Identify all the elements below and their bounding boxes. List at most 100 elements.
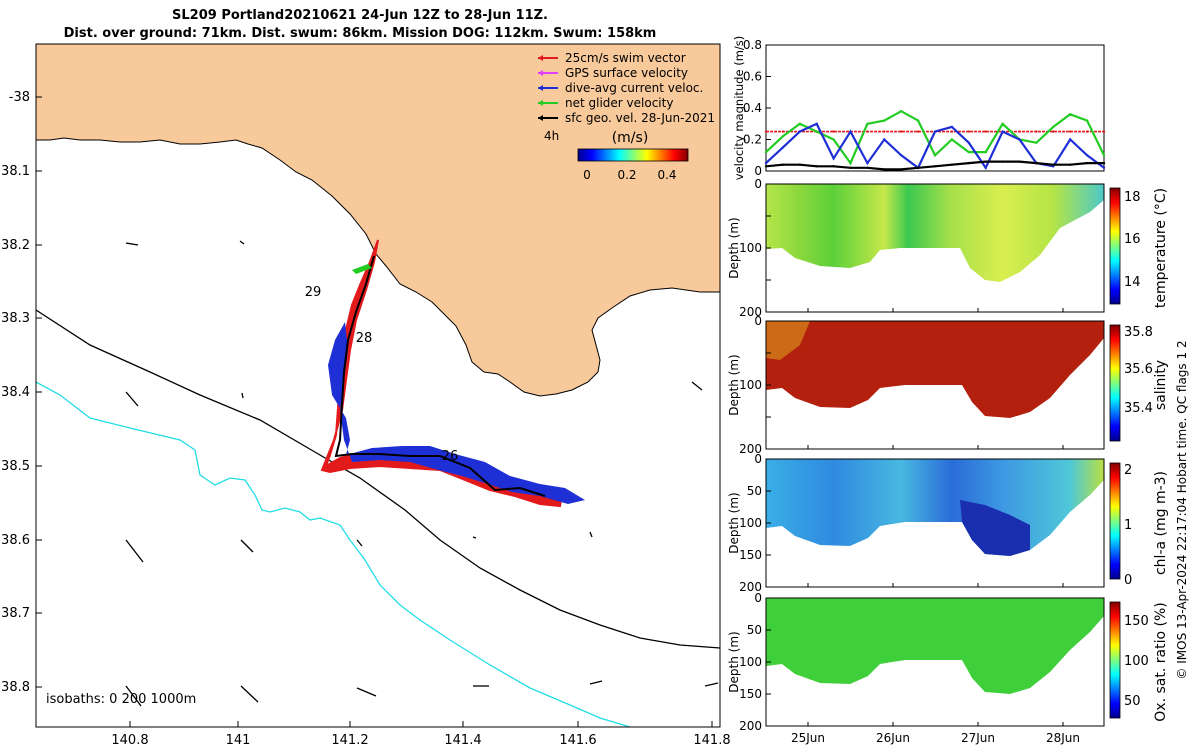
depth-tick-label: 100: [739, 378, 762, 392]
salinity-panel: 35.8 35.6 35.4 salinity Depth (m): [727, 320, 1169, 450]
velocity-point: [798, 130, 801, 133]
lon-tick-label: 141.6: [559, 733, 596, 748]
velocity-point: [1102, 166, 1106, 169]
velocity-panel: 0 0.2 0.4 0.6 0.8 velocity magnitude (m/s): [732, 36, 1106, 181]
velocity-point: [950, 125, 954, 129]
chart-title-line2: Dist. over ground: 71km. Dist. swum: 86k…: [63, 26, 657, 41]
velocity-point: [984, 130, 987, 133]
depth-tick-label: 0: [754, 314, 762, 328]
oxygen-colorbar: [1109, 601, 1121, 719]
speed-colorbar: [577, 148, 689, 162]
velocity-tick-label: 0.6: [743, 70, 762, 84]
depth-tick-label: 200: [739, 719, 762, 733]
velocity-point: [933, 154, 937, 157]
velocity-point: [967, 141, 970, 144]
velocity-point: [866, 130, 869, 133]
oxygen-cbar-tick-0: 50: [1124, 694, 1141, 709]
velocity-point: [950, 130, 954, 133]
arrow: [125, 391, 139, 407]
temperature-cbar-tick-0: 14: [1124, 275, 1141, 290]
colorbar-title: (m/s): [612, 130, 649, 146]
salinity-y-axis-label: Depth (m): [727, 354, 741, 415]
colorbar-tick-0: 0: [583, 168, 591, 182]
isobath-label: isobaths: 0 200 1000m: [46, 692, 196, 707]
salinity-field: [766, 321, 1104, 418]
oxygen-field: [766, 598, 1104, 694]
velocity-point: [849, 130, 852, 133]
depth-tick-label: 0: [754, 177, 762, 191]
day-label-29: 29: [305, 285, 322, 300]
section-panels: 18 16 14 temperature (°C) Depth (m) 35.8…: [727, 177, 1169, 745]
legend-label: 25cm/s swim vector: [565, 51, 686, 65]
depth-tick-label: 200: [739, 305, 762, 319]
velocity-point: [984, 160, 987, 163]
depth-tick-label: 150: [739, 548, 762, 562]
velocity-point: [1001, 160, 1004, 163]
velocity-plot-frame: [765, 44, 1105, 172]
velocity-point: [883, 130, 886, 133]
lon-tick-label: 141.8: [693, 733, 730, 748]
temperature-cbar-tick-2: 18: [1124, 190, 1141, 205]
latitude-ticks: -38 38.1 38.2 38.3 38.4 38.5 38.6 38.7 38.8: [1, 90, 42, 695]
velocity-point: [967, 150, 970, 154]
time-tick-label: 25Jun: [791, 731, 825, 745]
velocity-point: [916, 166, 920, 169]
isobath-1000m: [36, 381, 633, 727]
velocity-point: [967, 161, 970, 165]
velocity-point: [798, 122, 801, 126]
time-tick-label: 27Jun: [961, 731, 995, 745]
velocity-point: [849, 166, 852, 169]
velocity-point: [1085, 119, 1089, 122]
velocity-point: [1018, 130, 1021, 133]
velocity-point: [984, 166, 987, 169]
velocity-point: [1018, 138, 1021, 141]
salinity-colorbar: [1109, 324, 1121, 442]
surface-velocity-arrows: [125, 240, 719, 707]
lat-tick-label: 38.8: [1, 680, 30, 695]
net-velocity-track: [334, 255, 546, 497]
legend-arrowhead: [538, 55, 543, 61]
legend-label: sfc geo. vel. 28-Jun-2021: [565, 111, 715, 125]
arrow: [125, 539, 144, 563]
chlorophyll-y-axis-label: Depth (m): [727, 492, 741, 553]
velocity-point: [933, 130, 937, 133]
velocity-point: [900, 130, 903, 133]
colorbar-tick-2: 0.4: [657, 168, 676, 182]
velocity-point: [815, 165, 818, 168]
depth-tick-label: 150: [739, 687, 762, 701]
lon-tick-label: 141: [226, 733, 251, 748]
chlorophyll-cbar-tick-0: 0: [1124, 573, 1132, 588]
velocity-point: [866, 161, 869, 165]
velocity-point: [1052, 163, 1055, 166]
salinity-high-patch: [766, 321, 810, 360]
chlorophyll-colorbar-label: chl-a (mg m-3): [1153, 471, 1169, 575]
legend-label: net glider velocity: [565, 96, 673, 110]
depth-tick-label: 100: [739, 241, 762, 255]
legend-arrowhead: [538, 70, 543, 76]
arrow: [125, 685, 142, 707]
velocity-point: [1069, 163, 1072, 166]
oxygen-cbar-tick-1: 100: [1124, 654, 1149, 669]
velocity-point: [1035, 130, 1038, 133]
depth-tick-label: 0: [754, 452, 762, 466]
legend-label: dive-avg current veloc.: [565, 81, 703, 95]
velocity-point: [1018, 160, 1021, 163]
depth-tick-label: 50: [747, 623, 762, 637]
velocity-tick-label: 0.2: [743, 133, 762, 147]
salinity-cbar-tick-1: 35.6: [1124, 362, 1153, 377]
velocity-point: [1069, 113, 1072, 116]
lat-tick-label: 38.2: [1, 238, 30, 253]
velocity-point: [950, 138, 954, 141]
legend-label: GPS surface velocity: [565, 66, 688, 80]
colorbar-tick-1: 0.2: [617, 168, 636, 182]
velocity-point: [900, 168, 903, 171]
velocity-point: [832, 138, 835, 141]
lat-tick-label: -38: [9, 90, 30, 105]
temperature-colorbar-label: temperature (°C): [1153, 188, 1169, 308]
velocity-y-axis-label: velocity magnitude (m/s): [732, 36, 746, 181]
day-label-28: 28: [356, 331, 373, 346]
velocity-point: [916, 130, 920, 133]
legend-arrowhead: [538, 100, 543, 106]
